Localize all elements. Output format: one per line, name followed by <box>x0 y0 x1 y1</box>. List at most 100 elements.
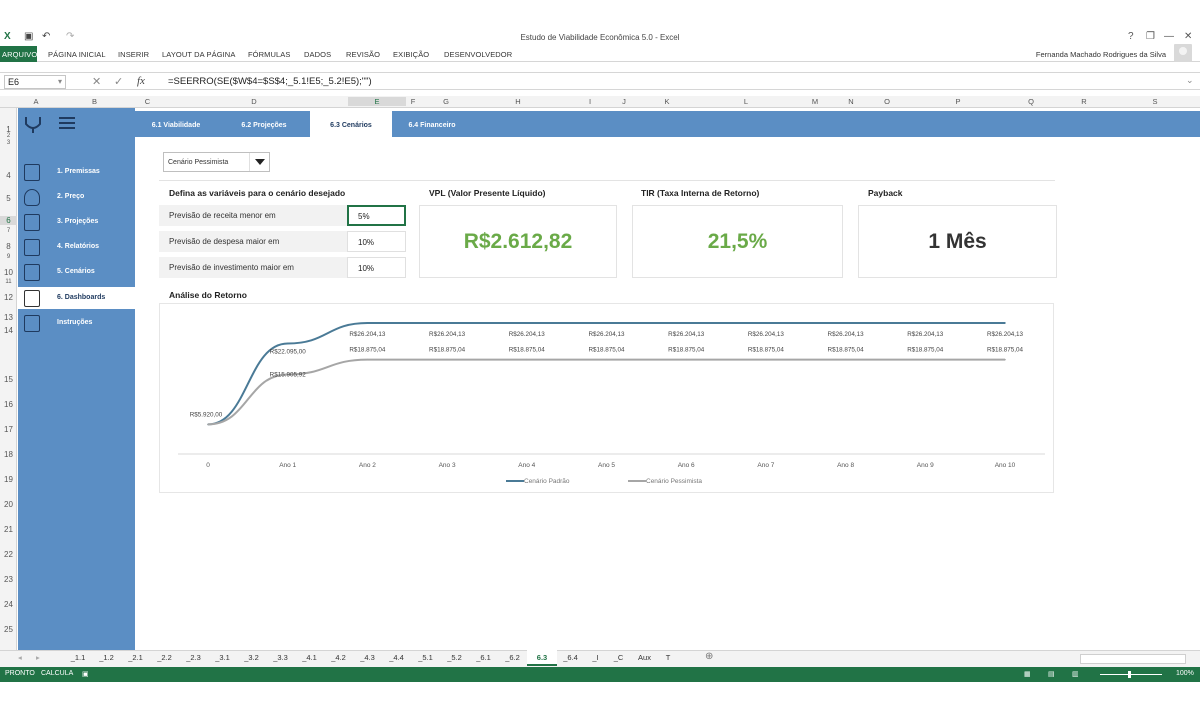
row-header[interactable]: 5 <box>6 194 11 203</box>
ribbon-tab-review[interactable]: REVISÃO <box>346 50 381 59</box>
row-header[interactable]: 3 <box>6 140 11 146</box>
ribbon-tab-page-layout[interactable]: LAYOUT DA PÁGINA <box>162 50 236 59</box>
scenario-select[interactable]: Cenário Pessimista <box>163 152 270 172</box>
sheet-tab[interactable]: _6.4 <box>563 653 578 662</box>
row-header[interactable]: 23 <box>4 575 13 584</box>
sheet-tab[interactable]: Aux <box>638 653 651 662</box>
row-header[interactable]: 9 <box>6 254 11 260</box>
save-icon[interactable]: ▣ <box>24 31 34 42</box>
column-header[interactable]: I <box>588 97 592 106</box>
help-button[interactable]: ? <box>1128 31 1134 42</box>
column-header[interactable]: E <box>348 97 406 106</box>
sidebar-item-instrucoes[interactable]: Instruções <box>18 312 135 334</box>
zoom-slider[interactable] <box>1100 674 1162 675</box>
sheet-tab[interactable]: _2.2 <box>157 653 172 662</box>
sheet-tab[interactable]: _2.3 <box>186 653 201 662</box>
column-header[interactable]: H <box>515 97 521 106</box>
formula-input[interactable]: =SEERRO(SE($W$4=$S$4;_5.1!E5;_5.2!E5);""… <box>168 76 372 87</box>
sidebar-item-projecoes[interactable]: 3. Projeções <box>18 211 135 233</box>
row-header[interactable]: 14 <box>4 326 13 335</box>
next-sheet-icon[interactable]: ▸ <box>36 653 40 662</box>
row-header[interactable]: 13 <box>4 313 13 322</box>
minimize-button[interactable]: — <box>1164 31 1174 42</box>
row-header[interactable]: 16 <box>4 400 13 409</box>
column-header[interactable]: F <box>410 97 416 106</box>
sheet-tab[interactable]: _6.2 <box>505 653 520 662</box>
function-icon[interactable]: fx <box>137 75 145 87</box>
row-header[interactable]: 21 <box>4 525 13 534</box>
row-header[interactable]: 11 <box>5 279 12 285</box>
column-header[interactable]: B <box>91 97 97 106</box>
ribbon-tab-home[interactable]: PÁGINA INICIAL <box>48 50 106 59</box>
tab-financeiro[interactable]: 6.4 Financeiro <box>408 122 456 129</box>
sheet-tab[interactable]: T <box>665 653 671 662</box>
variable-value-input[interactable]: 5% <box>347 205 406 226</box>
normal-view-icon[interactable]: ▦ <box>1024 671 1031 678</box>
menu-icon[interactable] <box>59 117 75 129</box>
cancel-icon[interactable]: ✕ <box>92 76 102 88</box>
sheet-tab[interactable]: _4.2 <box>331 653 346 662</box>
ribbon-tab-view[interactable]: EXIBIÇÃO <box>393 50 430 59</box>
sidebar-item-dashboards[interactable]: 6. Dashboards <box>18 287 135 309</box>
row-header[interactable]: 1 <box>6 125 11 134</box>
macro-icon[interactable]: ▣ <box>82 671 89 678</box>
sheet-tab[interactable]: _1.2 <box>99 653 114 662</box>
ribbon-tab-insert[interactable]: INSERIR <box>118 50 150 59</box>
sheet-tab[interactable]: _1.1 <box>70 653 86 662</box>
page-break-view-icon[interactable]: ▥ <box>1072 671 1079 678</box>
page-layout-view-icon[interactable]: ▤ <box>1048 671 1055 678</box>
zoom-level[interactable]: 100% <box>1176 670 1194 677</box>
row-header[interactable]: 25 <box>4 625 13 634</box>
row-header[interactable]: 22 <box>4 550 13 559</box>
column-header[interactable]: K <box>664 97 670 106</box>
sheet-tab[interactable]: _4.3 <box>360 653 375 662</box>
add-sheet-icon[interactable]: ⊕ <box>705 651 714 662</box>
expand-formula-icon[interactable]: ⌄ <box>1186 75 1194 85</box>
column-header[interactable]: R <box>1081 97 1087 106</box>
column-header[interactable]: A <box>33 97 39 106</box>
ribbon-tab-data[interactable]: DADOS <box>304 50 332 59</box>
sheet-tab[interactable]: _C <box>613 653 624 662</box>
avatar[interactable] <box>1174 44 1192 62</box>
sheet-tab[interactable]: _5.2 <box>447 653 462 662</box>
row-header[interactable]: 4 <box>6 171 11 180</box>
column-header[interactable]: D <box>251 97 257 106</box>
ribbon-tab-formulas[interactable]: FÓRMULAS <box>248 50 291 59</box>
row-header[interactable]: 19 <box>4 475 13 484</box>
row-header[interactable]: 10 <box>4 268 13 277</box>
variable-value-input[interactable]: 10% <box>347 231 406 252</box>
column-header[interactable]: G <box>443 97 449 106</box>
sheet-tab[interactable]: _4.1 <box>302 653 317 662</box>
sheet-tab[interactable]: _I <box>592 653 599 662</box>
row-header[interactable]: 20 <box>4 500 13 509</box>
user-name[interactable]: Fernanda Machado Rodrigues da Silva <box>1035 50 1166 59</box>
tab-cenarios[interactable]: 6.3 Cenários <box>310 111 392 137</box>
row-header[interactable]: 18 <box>4 450 13 459</box>
tab-viabilidade[interactable]: 6.1 Viabilidade <box>151 122 201 129</box>
sheet-tab[interactable]: _5.1 <box>418 653 433 662</box>
sheet-tab[interactable]: _2.1 <box>128 653 143 662</box>
row-header[interactable]: 15 <box>4 375 13 384</box>
column-header[interactable]: C <box>144 97 151 106</box>
variable-value-input[interactable]: 10% <box>347 257 406 278</box>
sheet-tab[interactable]: _3.1 <box>215 653 230 662</box>
name-box[interactable]: E6 <box>4 75 66 89</box>
enter-icon[interactable]: ✓ <box>114 76 124 88</box>
column-header[interactable]: L <box>743 97 749 106</box>
tab-projecoes[interactable]: 6.2 Projeções <box>241 122 287 129</box>
file-tab[interactable]: ARQUIVO <box>0 46 37 62</box>
prev-sheet-icon[interactable]: ◂ <box>18 653 22 662</box>
redo-icon[interactable]: ↷ <box>66 31 75 42</box>
sheet-tab[interactable]: _3.3 <box>273 653 288 662</box>
row-header[interactable]: 6 <box>0 216 17 225</box>
sheet-tab[interactable]: _3.2 <box>244 653 259 662</box>
restore-button[interactable]: ❐ <box>1146 31 1155 42</box>
close-button[interactable]: ✕ <box>1184 31 1193 42</box>
sidebar-item-premissas[interactable]: 1. Premissas <box>18 161 135 183</box>
column-header[interactable]: M <box>811 97 819 106</box>
row-header[interactable]: 2 <box>6 133 11 139</box>
sidebar-item-cenarios[interactable]: 5. Cenários <box>18 261 135 283</box>
row-header[interactable]: 8 <box>6 242 11 251</box>
column-header[interactable]: S <box>1152 97 1158 106</box>
column-header[interactable]: N <box>848 97 854 106</box>
